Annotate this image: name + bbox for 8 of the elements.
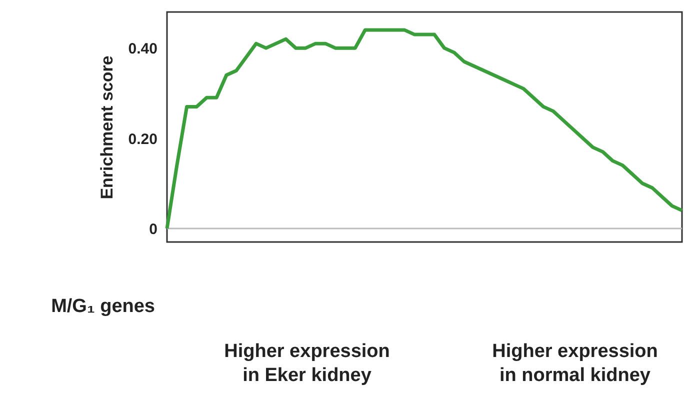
line-series — [165, 28, 684, 230]
y-tick-label: 0 — [149, 220, 158, 238]
text: Higher expression in normal kidney — [492, 341, 658, 386]
y-tick-label: 0.20 — [128, 130, 158, 148]
y-axis-title: Enrichment score — [97, 56, 116, 200]
text: M/G₁ genes — [51, 296, 155, 317]
text: Higher expression in Eker kidney — [224, 341, 390, 386]
y-tick-label: 0.40 — [128, 40, 158, 58]
